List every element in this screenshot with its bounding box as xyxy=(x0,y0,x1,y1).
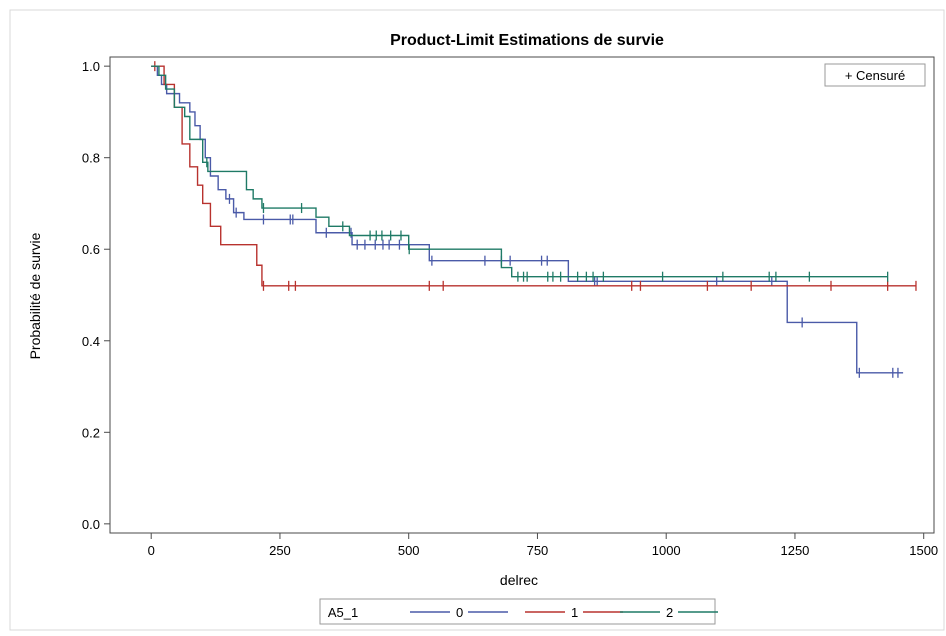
y-axis: 0.0 0.2 0.4 0.6 0.8 1.0 xyxy=(82,59,110,532)
chart-title: Product-Limit Estimations de survie xyxy=(390,32,664,49)
x-tick-label: 500 xyxy=(398,543,420,558)
series-0 xyxy=(151,65,904,378)
x-tick-label: 1500 xyxy=(909,543,938,558)
x-axis: 0 250 500 750 1000 1250 1500 xyxy=(148,533,938,558)
legend-items: 0 1 2 xyxy=(410,605,718,620)
censored-legend-box xyxy=(824,63,926,87)
y-tick-label: 0.8 xyxy=(82,151,100,166)
y-tick-label: 0.6 xyxy=(82,242,100,257)
x-tick-label: 0 xyxy=(148,543,155,558)
bottom-legend: A5_1 0 1 2 xyxy=(319,598,718,625)
y-axis-label: Probabilité de survie xyxy=(27,232,43,359)
y-tick-label: 0.4 xyxy=(82,334,100,349)
censored-legend-label: + Censuré xyxy=(845,68,905,83)
legend-label-2: 2 xyxy=(666,605,673,620)
y-tick-label: 1.0 xyxy=(82,59,100,74)
censored-legend: + Censuré xyxy=(824,63,926,87)
legend-title: A5_1 xyxy=(328,605,358,620)
plot-area xyxy=(109,56,935,534)
series-2 xyxy=(151,65,889,282)
x-tick-label: 1000 xyxy=(652,543,681,558)
legend-label-0: 0 xyxy=(456,605,463,620)
legend-label-1: 1 xyxy=(571,605,578,620)
x-axis-label: delrec xyxy=(500,572,538,588)
series-group xyxy=(151,61,917,378)
series-line-2 xyxy=(151,65,888,278)
y-tick-label: 0.0 xyxy=(82,517,100,532)
x-tick-label: 750 xyxy=(527,543,549,558)
x-tick-label: 1250 xyxy=(780,543,809,558)
series-line-0 xyxy=(151,65,904,374)
y-tick-label: 0.2 xyxy=(82,425,100,440)
x-tick-label: 250 xyxy=(269,543,291,558)
